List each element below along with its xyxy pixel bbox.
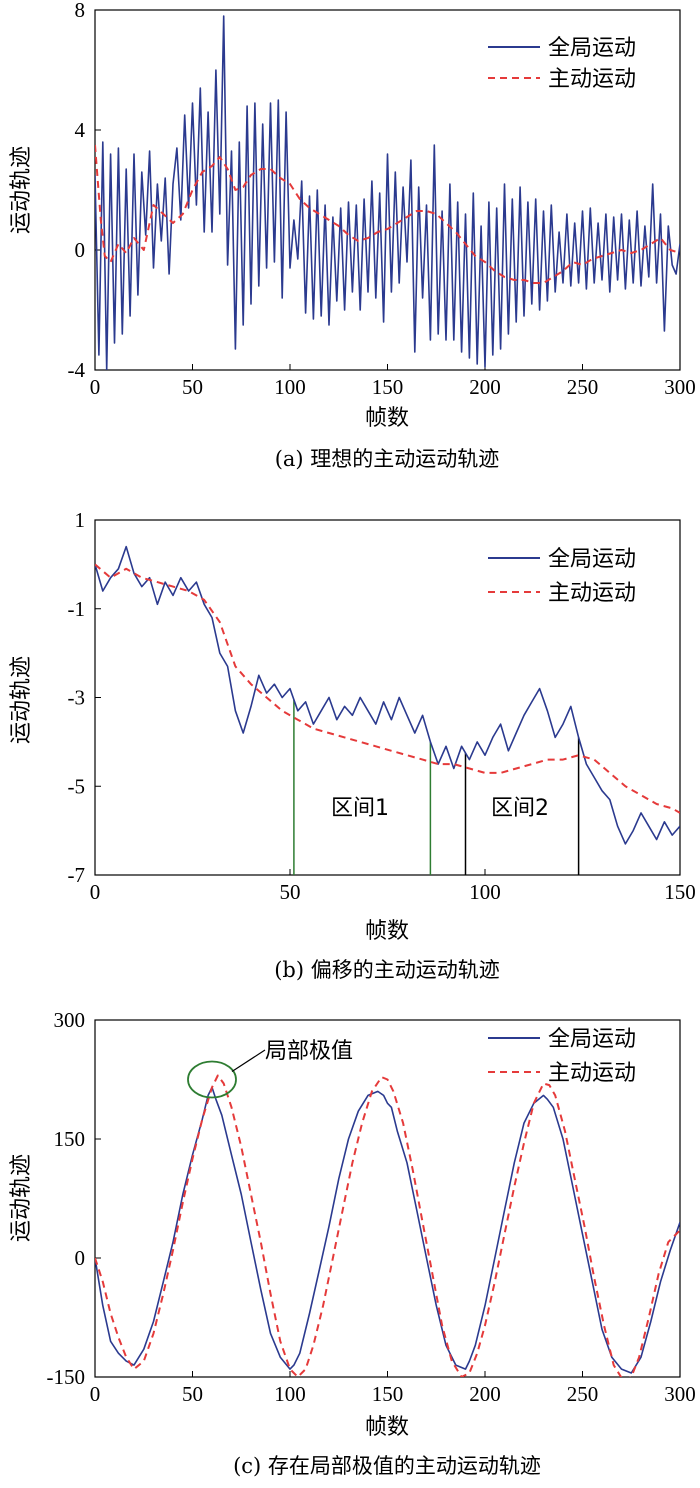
series-layer-c xyxy=(95,1074,680,1377)
x-tick-label: 50 xyxy=(280,880,301,904)
x-axis-c: 0 50 100 150 200 250 300 xyxy=(90,1371,696,1406)
interval-markers xyxy=(293,699,580,875)
legend-label-global-b: 全局运动 xyxy=(548,547,636,572)
active-motion-line xyxy=(95,1074,680,1377)
x-tick-label: 150 xyxy=(664,880,696,904)
extremum-ellipse xyxy=(187,1060,237,1099)
y-tick-label: 1 xyxy=(75,508,86,532)
x-axis-a: 0 50 100 150 200 250 300 xyxy=(90,364,696,399)
y-axis-label-c: 运动轨迹 xyxy=(9,1154,34,1242)
y-tick-label: 0 xyxy=(75,1246,86,1270)
y-tick-label: -4 xyxy=(68,358,86,382)
x-axis-b: 0 50 100 150 xyxy=(90,869,696,904)
x-tick-label: 250 xyxy=(567,375,599,399)
plot-frame-b xyxy=(94,519,681,876)
x-tick-label: 200 xyxy=(469,375,501,399)
global-motion-line xyxy=(95,1086,680,1374)
caption-c: (c) 存在局部极值的主动运动轨迹 xyxy=(233,1454,541,1478)
global-motion-line xyxy=(95,15,680,370)
x-tick-label: 200 xyxy=(469,1382,501,1406)
caption-a: (a) 理想的主动运动轨迹 xyxy=(275,447,500,471)
global-motion-line xyxy=(95,545,680,845)
x-tick-label: 0 xyxy=(90,375,101,399)
x-tick-label: 100 xyxy=(469,880,501,904)
x-axis-label-c: 帧数 xyxy=(365,1415,409,1440)
y-axis-b: -7 -5 -3 -1 1 xyxy=(68,508,101,887)
active-motion-line xyxy=(95,144,680,284)
x-tick-label: 100 xyxy=(274,1382,306,1406)
y-tick-label: 150 xyxy=(54,1127,86,1151)
interval-2-label: 区间2 xyxy=(491,796,549,821)
y-tick-label: -150 xyxy=(47,1365,86,1389)
x-tick-label: 150 xyxy=(372,375,404,399)
x-tick-label: 0 xyxy=(90,880,101,904)
x-tick-label: 300 xyxy=(664,1382,696,1406)
x-axis-label-a: 帧数 xyxy=(365,406,409,431)
local-extremum-marker xyxy=(187,1049,266,1099)
y-axis-label-b: 运动轨迹 xyxy=(9,656,34,744)
legend-label-active-b: 主动运动 xyxy=(548,581,636,606)
plot-frame-a xyxy=(94,9,681,371)
panel-b: 0 50 100 150 -7 -5 -3 -1 1 区间1 区间2 帧数 运动轨迹 (b) … xyxy=(9,508,696,982)
legend-label-global-c: 全局运动 xyxy=(548,1027,636,1052)
y-tick-label: -7 xyxy=(68,863,86,887)
x-tick-label: 0 xyxy=(90,1382,101,1406)
series-layer-a xyxy=(95,15,680,370)
y-tick-label: 300 xyxy=(54,1008,86,1032)
legend-label-global-a: 全局运动 xyxy=(548,36,636,61)
y-tick-label: -1 xyxy=(68,597,86,621)
series-layer-b xyxy=(95,545,680,845)
y-tick-label: -5 xyxy=(68,774,86,798)
y-tick-label: 4 xyxy=(75,118,86,142)
active-motion-line xyxy=(95,563,680,814)
x-tick-label: 250 xyxy=(567,1382,599,1406)
y-axis-c: -150 0 150 300 xyxy=(47,1008,101,1389)
x-tick-label: 50 xyxy=(182,375,203,399)
x-tick-label: 300 xyxy=(664,375,696,399)
y-tick-label: 8 xyxy=(75,0,86,22)
x-tick-label: 150 xyxy=(372,1382,404,1406)
legend-label-active-c: 主动运动 xyxy=(548,1061,636,1086)
legend-c: 全局运动 主动运动 xyxy=(488,1027,636,1086)
caption-b: (b) 偏移的主动运动轨迹 xyxy=(274,958,500,982)
interval-1-label: 区间1 xyxy=(331,796,389,821)
extremum-leader-line xyxy=(231,1049,266,1073)
x-tick-label: 100 xyxy=(274,375,306,399)
y-axis-label-a: 运动轨迹 xyxy=(9,146,34,234)
y-tick-label: 0 xyxy=(75,238,86,262)
local-extremum-label: 局部极值 xyxy=(265,1039,353,1064)
x-tick-label: 50 xyxy=(182,1382,203,1406)
legend-label-active-a: 主动运动 xyxy=(548,67,636,92)
y-axis-a: -4 0 4 8 xyxy=(68,0,101,382)
y-tick-label: -3 xyxy=(68,686,86,710)
legend-a: 全局运动 主动运动 xyxy=(488,36,636,92)
legend-b: 全局运动 主动运动 xyxy=(488,547,636,606)
x-axis-label-b: 帧数 xyxy=(365,919,409,944)
